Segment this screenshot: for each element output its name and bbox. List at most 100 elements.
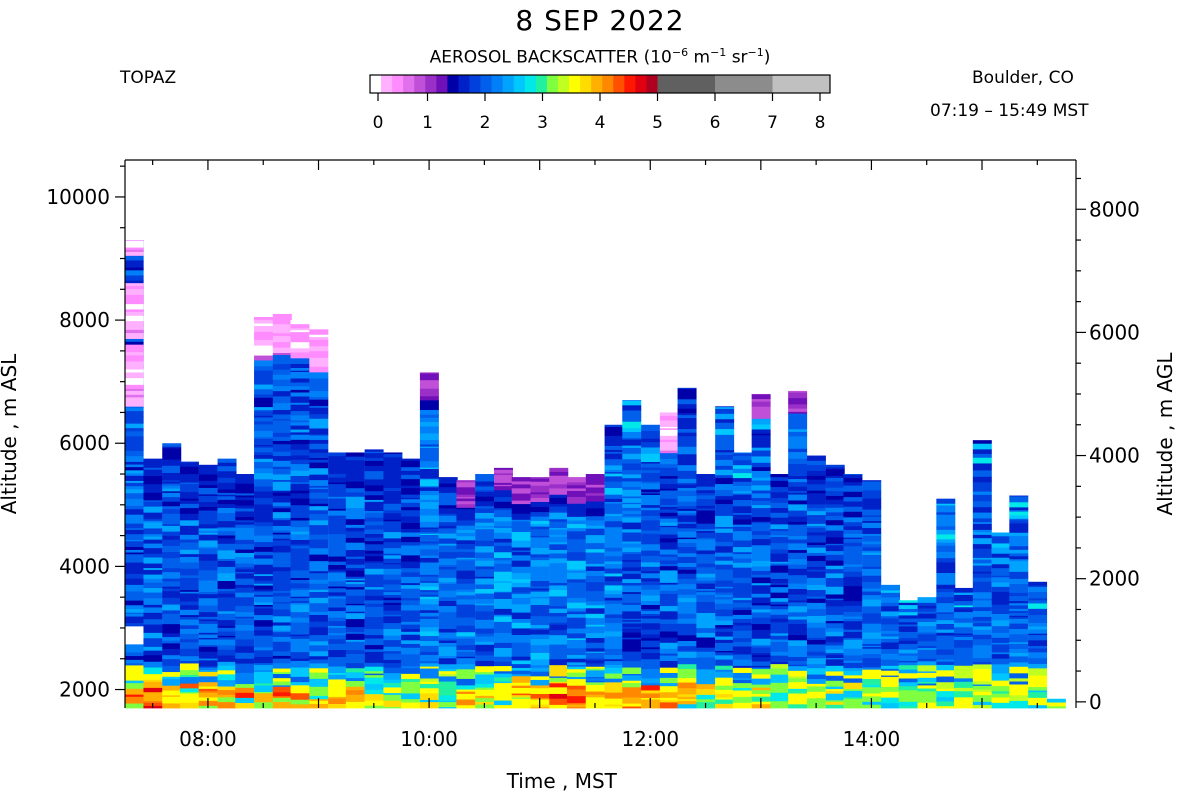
- backscatter-cell: [1009, 558, 1029, 562]
- backscatter-cell: [770, 592, 790, 599]
- backscatter-cell: [419, 567, 439, 575]
- backscatter-cell: [401, 643, 421, 648]
- backscatter-cell: [770, 639, 790, 642]
- backscatter-cell: [732, 592, 752, 598]
- backscatter-cell: [179, 676, 199, 684]
- backscatter-cell: [456, 691, 476, 694]
- backscatter-cell: [143, 475, 163, 480]
- backscatter-cell: [272, 402, 292, 406]
- backscatter-cell: [309, 454, 329, 459]
- backscatter-cell: [217, 619, 237, 625]
- backscatter-cell: [788, 656, 808, 661]
- backscatter-cell: [217, 494, 237, 497]
- backscatter-cell: [419, 521, 439, 528]
- backscatter-cell: [217, 543, 237, 551]
- backscatter-cell: [936, 579, 956, 585]
- backscatter-cell: [622, 701, 642, 704]
- colorbar-cell: [447, 75, 459, 93]
- backscatter-cell: [881, 702, 901, 709]
- backscatter-cell: [881, 624, 901, 632]
- backscatter-cell: [475, 687, 495, 690]
- backscatter-cell: [936, 596, 956, 602]
- backscatter-cell: [511, 531, 531, 538]
- backscatter-cell: [179, 473, 199, 479]
- backscatter-cell: [825, 627, 845, 632]
- backscatter-cell: [179, 591, 199, 594]
- backscatter-cell: [788, 492, 808, 495]
- backscatter-cell: [511, 670, 531, 675]
- backscatter-cell: [530, 569, 550, 576]
- backscatter-cell: [383, 539, 403, 543]
- backscatter-cell: [494, 665, 513, 672]
- backscatter-cell: [328, 496, 348, 499]
- backscatter-cell: [124, 595, 144, 601]
- backscatter-cell: [143, 463, 163, 468]
- backscatter-cell: [751, 687, 771, 691]
- backscatter-cell: [494, 485, 513, 489]
- backscatter-cell: [309, 631, 329, 636]
- backscatter-cell: [825, 599, 845, 607]
- backscatter-cell: [715, 594, 735, 598]
- backscatter-cell: [438, 603, 458, 607]
- backscatter-cell: [290, 577, 310, 581]
- backscatter-cell: [328, 464, 348, 469]
- backscatter-cell: [143, 696, 163, 701]
- backscatter-cell: [677, 512, 697, 516]
- backscatter-cell: [659, 446, 679, 451]
- backscatter-cell: [659, 435, 679, 440]
- backscatter-cell: [124, 642, 144, 645]
- backscatter-cell: [696, 477, 716, 481]
- backscatter-cell: [124, 332, 144, 336]
- backscatter-cell: [622, 510, 642, 515]
- backscatter-cell: [143, 592, 163, 599]
- backscatter-cell: [622, 543, 642, 548]
- backscatter-cell: [328, 696, 348, 699]
- colorbar-cell: [715, 75, 773, 93]
- backscatter-cell: [272, 505, 292, 509]
- backscatter-cell: [419, 687, 439, 694]
- backscatter-cell: [604, 481, 624, 488]
- backscatter-cell: [383, 487, 403, 492]
- backscatter-cell: [991, 690, 1011, 694]
- backscatter-cell: [715, 665, 735, 670]
- backscatter-cell: [732, 468, 752, 474]
- backscatter-cell: [696, 606, 716, 613]
- backscatter-cell: [585, 604, 605, 609]
- backscatter-cell: [198, 550, 218, 555]
- backscatter-cell: [345, 612, 365, 620]
- backscatter-cell: [806, 602, 826, 610]
- backscatter-cell: [290, 434, 310, 440]
- backscatter-cell: [254, 691, 274, 694]
- backscatter-cell: [1009, 633, 1029, 637]
- backscatter-cell: [217, 458, 237, 463]
- backscatter-cell: [881, 675, 901, 677]
- backscatter-cell: [862, 566, 882, 569]
- backscatter-cell: [179, 562, 199, 569]
- backscatter-cell: [659, 506, 679, 510]
- colorbar-cell: [635, 75, 647, 93]
- backscatter-cell: [419, 467, 439, 470]
- backscatter-cell: [309, 329, 329, 335]
- backscatter-cell: [806, 649, 826, 652]
- backscatter-cell: [254, 602, 274, 605]
- backscatter-cell: [272, 584, 292, 591]
- backscatter-cell: [732, 546, 752, 553]
- backscatter-cell: [309, 448, 329, 453]
- backscatter-cell: [806, 492, 826, 501]
- backscatter-cell: [328, 482, 348, 485]
- backscatter-cell: [1009, 509, 1029, 512]
- backscatter-cell: [530, 523, 550, 527]
- backscatter-cell: [364, 543, 384, 551]
- backscatter-cell: [235, 493, 255, 496]
- backscatter-cell: [401, 631, 421, 635]
- backscatter-cell: [549, 705, 569, 709]
- backscatter-cell: [696, 594, 716, 599]
- backscatter-cell: [290, 341, 310, 349]
- backscatter-cell: [806, 655, 826, 659]
- backscatter-cell: [622, 477, 642, 482]
- backscatter-cell: [198, 563, 218, 571]
- backscatter-cell: [309, 659, 329, 664]
- backscatter-cell: [217, 701, 237, 709]
- backscatter-cell: [788, 463, 808, 470]
- backscatter-cell: [1028, 617, 1048, 622]
